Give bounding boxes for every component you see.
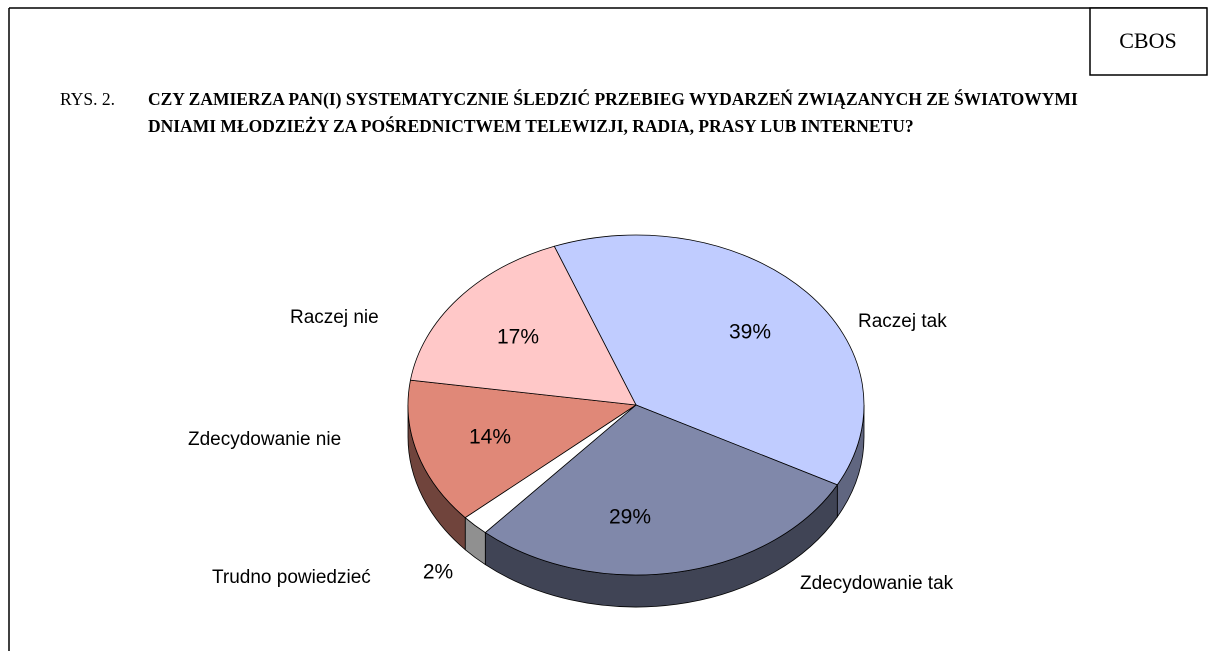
value-label: 17% bbox=[497, 326, 539, 349]
value-label: 39% bbox=[729, 321, 771, 344]
value-label: 2% bbox=[423, 561, 453, 584]
slice bbox=[407, 379, 638, 519]
slice bbox=[409, 245, 637, 406]
slice bbox=[553, 234, 865, 486]
source-box bbox=[1089, 7, 1208, 76]
slice-label: Zdecydowanie nie bbox=[188, 429, 341, 450]
chart-title: CZY ZAMIERZA PAN(I) SYSTEMATYCZNIE ŚLEDZ… bbox=[148, 89, 1078, 136]
figure-label: RYS. 2. bbox=[60, 89, 115, 109]
value-label: 14% bbox=[469, 426, 511, 449]
value-label: 29% bbox=[609, 506, 651, 529]
slice bbox=[484, 404, 838, 576]
slice-label: Raczej tak bbox=[858, 311, 947, 332]
slice-label: Zdecydowanie tak bbox=[800, 573, 954, 594]
slice-label: Trudno powiedzieć bbox=[212, 567, 371, 588]
slice-label: Raczej nie bbox=[290, 307, 379, 328]
source: CBOS bbox=[1119, 28, 1176, 53]
